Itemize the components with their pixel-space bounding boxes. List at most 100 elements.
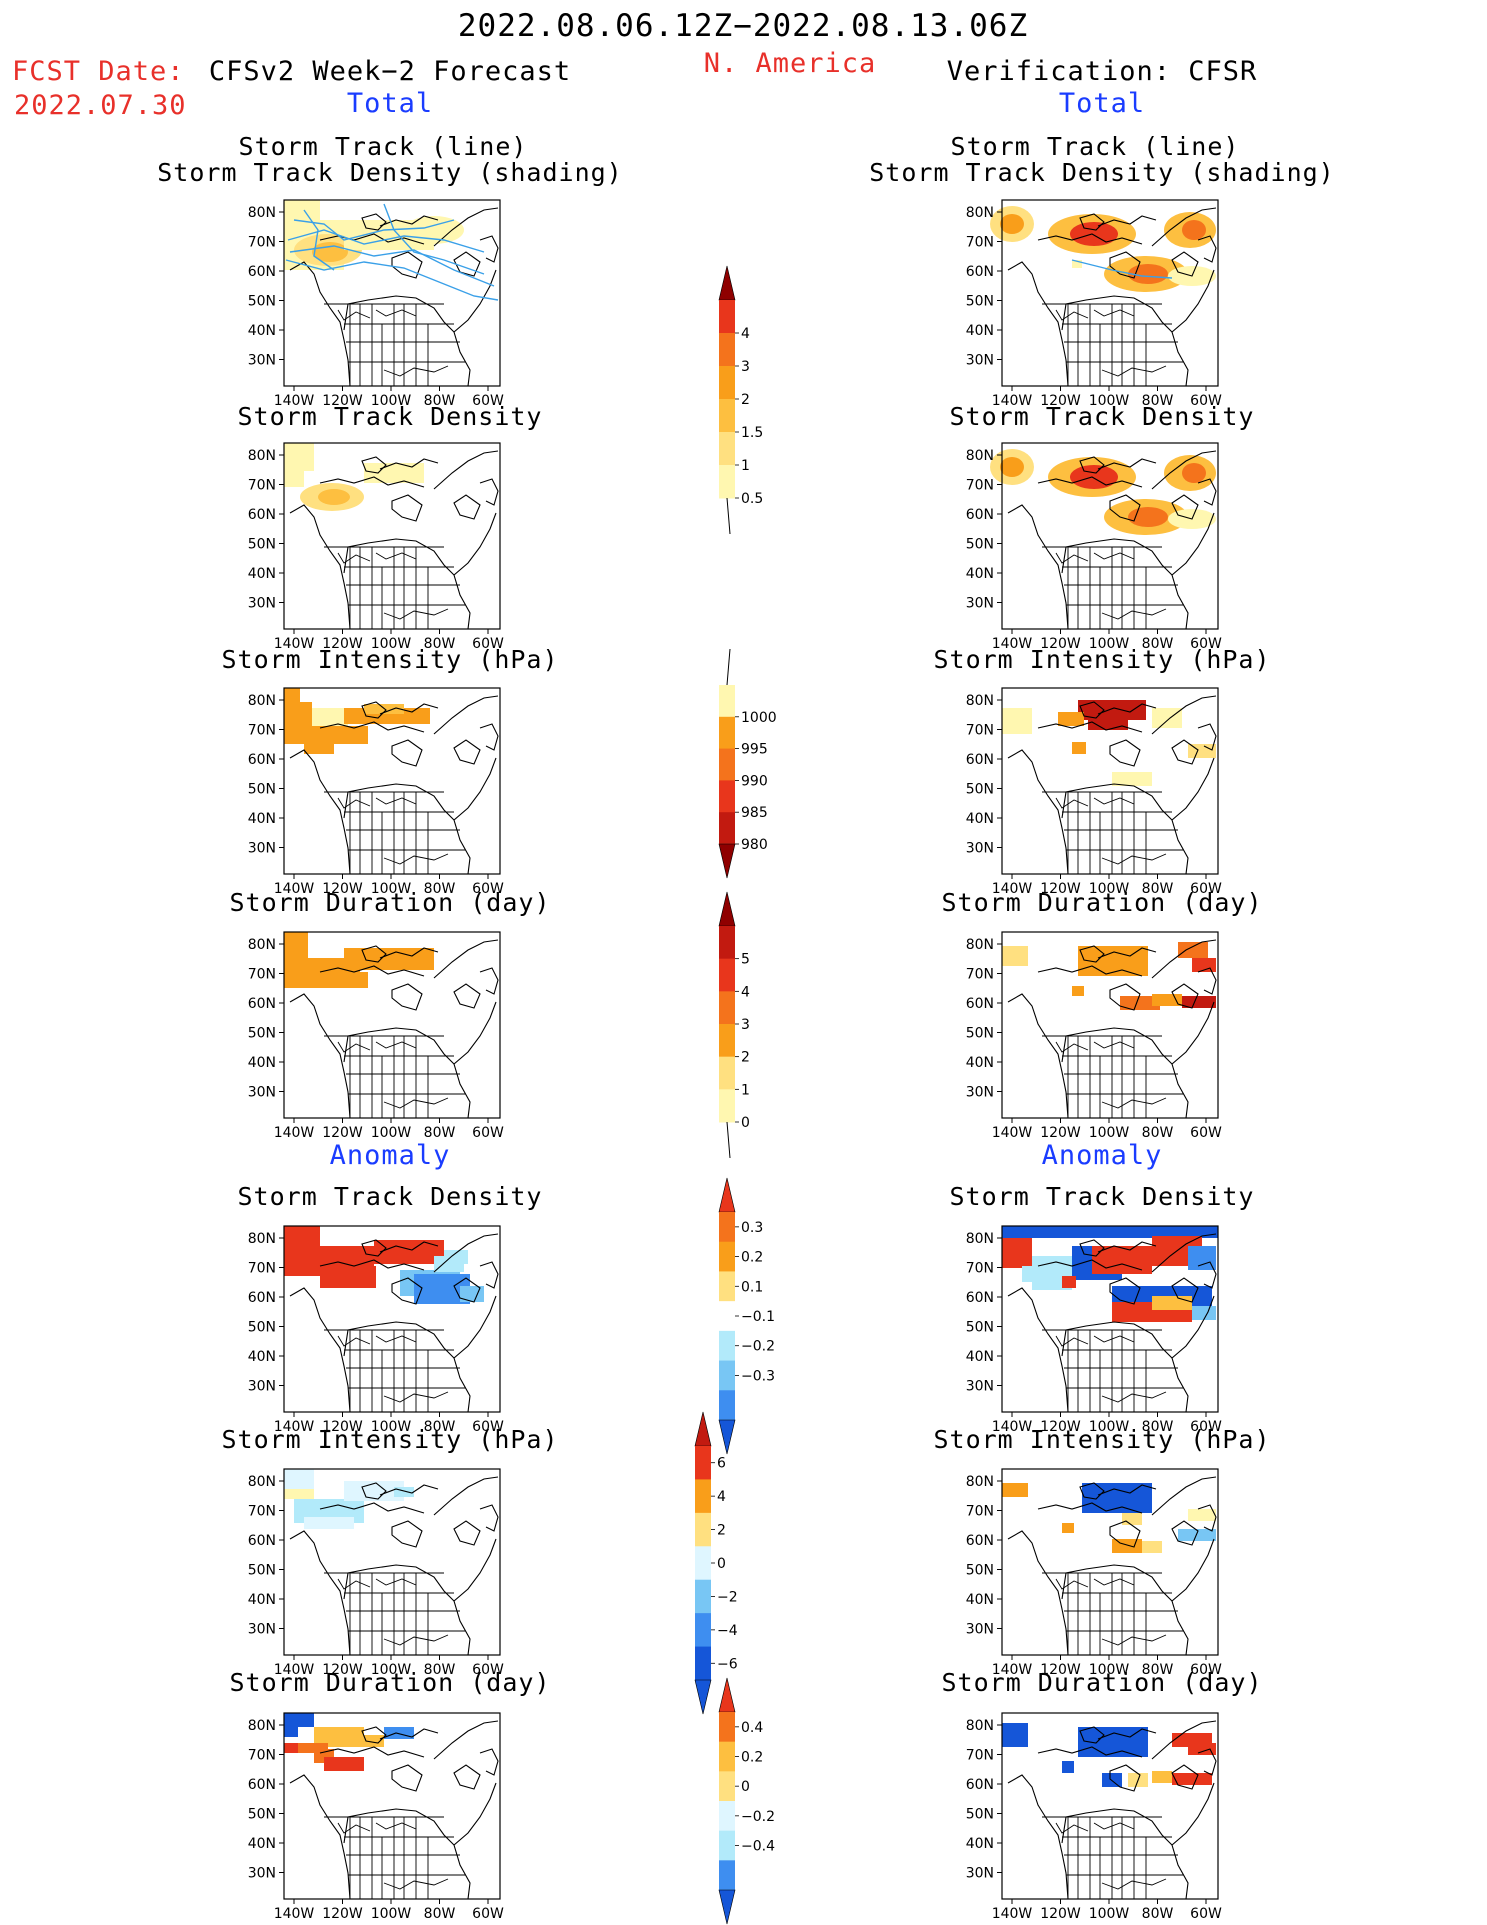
lat-tick-label: 50N (248, 537, 276, 553)
lat-tick-label: 30N (966, 596, 994, 612)
lat-tick-label: 70N (248, 1261, 276, 1277)
right-anom-intensity-title: Storm Intensity (hPa) (933, 1425, 1271, 1454)
lat-tick-label: 40N (248, 566, 276, 582)
lon-tick-label: 60W (472, 881, 504, 897)
right-intensity-title: Storm Intensity (hPa) (933, 645, 1271, 674)
lat-tick-label: 60N (248, 1290, 276, 1306)
lat-tick-label: 80N (966, 205, 994, 221)
lon-tick-label: 80W (1142, 636, 1174, 652)
forecast-map-4: 80N 70N 60N 50N 40N 30N 140W 120W 100W 80W 60W (248, 931, 504, 1141)
lon-tick-label: 60W (1190, 1662, 1222, 1678)
right-anom-density-title: Storm Track Density (949, 1182, 1255, 1211)
lat-tick-label: 30N (966, 1379, 994, 1395)
lon-tick-label: 140W (992, 1662, 1033, 1678)
colorbar-tick-label: −2 (717, 1589, 738, 1605)
colorbar-tick-label: 4 (741, 326, 750, 342)
lon-tick-label: 100W (371, 1662, 412, 1678)
lon-tick-label: 120W (1040, 393, 1081, 409)
right-model-title: Verification: CFSR (946, 56, 1258, 87)
lat-tick-label: 40N (966, 811, 994, 827)
lon-tick-label: 100W (1089, 881, 1130, 897)
lon-tick-label: 140W (992, 1906, 1033, 1922)
lat-tick-label: 80N (966, 1474, 994, 1490)
lat-tick-label: 30N (966, 353, 994, 369)
lat-tick-label: 50N (248, 1563, 276, 1579)
lon-tick-label: 60W (1190, 393, 1222, 409)
lon-tick-label: 140W (992, 1419, 1033, 1435)
lon-tick-label: 60W (472, 636, 504, 652)
lon-tick-label: 120W (1040, 636, 1081, 652)
lat-tick-label: 60N (966, 1533, 994, 1549)
lat-tick-label: 60N (248, 507, 276, 523)
colorbar-tick-label: −4 (717, 1623, 738, 1639)
lon-tick-label: 120W (322, 1125, 363, 1141)
colorbar-tick-label: 0 (741, 1779, 750, 1795)
forecast-map-3: 80N 70N 60N 50N 40N 30N 140W 120W 100W 80W 60W (248, 687, 504, 897)
colorbar-tick-label: 980 (741, 837, 768, 853)
lon-tick-label: 100W (371, 881, 412, 897)
colorbar-tick-label: 0 (717, 1556, 726, 1572)
lat-tick-label: 70N (966, 723, 994, 739)
colorbar-tick-label: 0.5 (741, 491, 763, 507)
lat-tick-label: 40N (966, 1349, 994, 1365)
colorbar-intensity-anom: 6 4 2 0 −2 −4 −6 (694, 1411, 738, 1715)
lon-tick-label: 80W (424, 1662, 456, 1678)
colorbar-tick-label: 2 (717, 1523, 726, 1539)
lon-tick-label: 60W (1190, 1419, 1222, 1435)
lat-tick-label: 40N (248, 1349, 276, 1365)
lat-tick-label: 70N (966, 967, 994, 983)
left-intensity-title: Storm Intensity (hPa) (221, 645, 559, 674)
lat-tick-label: 50N (248, 1807, 276, 1823)
left-total-label: Total (346, 88, 434, 119)
lat-tick-label: 40N (966, 566, 994, 582)
colorbar-tick-label: 3 (741, 1017, 750, 1033)
colorbar-tick-label: 2 (741, 1050, 750, 1066)
lat-tick-label: 60N (966, 1290, 994, 1306)
lon-tick-label: 80W (1142, 1906, 1174, 1922)
lon-tick-label: 80W (1142, 1125, 1174, 1141)
lat-tick-label: 60N (966, 1777, 994, 1793)
lat-tick-label: 50N (248, 1026, 276, 1042)
lat-tick-label: 40N (966, 1836, 994, 1852)
lat-tick-label: 50N (966, 782, 994, 798)
lat-tick-label: 30N (248, 1085, 276, 1101)
lat-tick-label: 70N (966, 478, 994, 494)
lat-tick-label: 60N (966, 752, 994, 768)
colorbar-tick-label: −0.2 (741, 1339, 775, 1355)
right-anomaly-label: Anomaly (1041, 1140, 1163, 1171)
lat-tick-label: 30N (966, 1622, 994, 1638)
lat-tick-label: 30N (966, 841, 994, 857)
colorbar-tick-label: 1 (741, 458, 750, 474)
colorbar-tick-label: 0.3 (741, 1220, 763, 1236)
lon-tick-label: 80W (1142, 881, 1174, 897)
colorbar-tick-label: 3 (741, 359, 750, 375)
lon-tick-label: 120W (1040, 881, 1081, 897)
lat-tick-label: 50N (248, 1320, 276, 1336)
right-track-title-1: Storm Track (line) (950, 132, 1240, 161)
lat-tick-label: 50N (248, 294, 276, 310)
left-model-title: CFSv2 Week−2 Forecast (208, 56, 572, 87)
left-anom-duration-title: Storm Duration (day) (229, 1668, 551, 1697)
lat-tick-label: 50N (966, 537, 994, 553)
forecast-map-6: 80N 70N 60N 50N 40N 30N 140W 120W 100W 80W 60W (248, 1468, 504, 1678)
lon-tick-label: 80W (424, 393, 456, 409)
lon-tick-label: 100W (371, 393, 412, 409)
lat-tick-label: 60N (248, 264, 276, 280)
lon-tick-label: 100W (1089, 393, 1130, 409)
lat-tick-label: 80N (248, 1474, 276, 1490)
colorbar-intensity-total: 1000 995 990 985 980 (718, 648, 777, 879)
lat-tick-label: 60N (966, 996, 994, 1012)
right-anom-duration-title: Storm Duration (day) (941, 1668, 1263, 1697)
colorbar-tick-label: 1.5 (741, 425, 763, 441)
colorbar-tick-label: 990 (741, 773, 768, 789)
lon-tick-label: 100W (1089, 1125, 1130, 1141)
right-total-label: Total (1058, 88, 1146, 119)
lon-tick-label: 140W (274, 881, 315, 897)
lat-tick-label: 80N (966, 1718, 994, 1734)
lon-tick-label: 120W (322, 1906, 363, 1922)
lon-tick-label: 100W (371, 1419, 412, 1435)
forecast-map-1: 80N 70N 60N 50N 40N 30N 140W 120W 100W 80W 60W (248, 199, 504, 409)
lat-tick-label: 70N (966, 1504, 994, 1520)
lat-tick-label: 40N (248, 323, 276, 339)
lon-tick-label: 120W (1040, 1662, 1081, 1678)
